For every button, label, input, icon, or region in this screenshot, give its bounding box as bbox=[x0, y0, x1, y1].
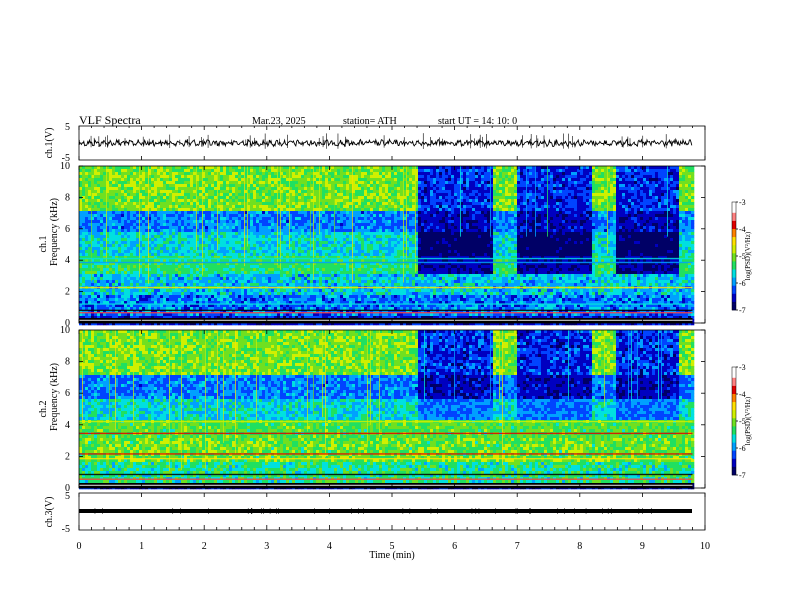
colorbar-tick-label: -3 bbox=[739, 363, 746, 372]
x-tick-label: 4 bbox=[327, 541, 332, 552]
freq-tick-label: 4 bbox=[65, 420, 70, 431]
freq-tick-label: 6 bbox=[65, 388, 70, 399]
x-tick-label: 10 bbox=[700, 541, 710, 552]
ch1-waveform-panel: 5 -5 ch.1(V) bbox=[44, 122, 705, 164]
colorbar-tick-label: -7 bbox=[739, 306, 746, 315]
ch1-spec-ylabel: ch.1 bbox=[38, 236, 49, 253]
x-tick-label: 7 bbox=[515, 541, 520, 552]
station-label: station= ATH bbox=[343, 116, 397, 127]
freq-tick-label: 2 bbox=[65, 287, 70, 298]
colorbar-tick-label: -3 bbox=[739, 198, 746, 207]
ch3-ylabel: ch.3(V) bbox=[44, 497, 55, 528]
date-label: Mar.23, 2025 bbox=[252, 116, 306, 127]
colorbar-label: log(PSD)(V²/Hz) bbox=[744, 396, 752, 445]
x-tick-label: 3 bbox=[264, 541, 269, 552]
x-tick-label: 0 bbox=[77, 541, 82, 552]
ch3-ytick-top: 5 bbox=[65, 491, 70, 502]
figure-title: VLF Spectra bbox=[79, 113, 141, 127]
vlf-spectra-figure: VLF Spectra Mar.23, 2025 station= ATH st… bbox=[0, 0, 792, 612]
x-axis-label: Time (min) bbox=[369, 550, 414, 561]
freq-tick-label: 4 bbox=[65, 255, 70, 266]
x-tick-label: 8 bbox=[577, 541, 582, 552]
freq-tick-label: 10 bbox=[60, 161, 70, 172]
freq-tick-label: 10 bbox=[60, 325, 70, 336]
colorbar-tick-label: -7 bbox=[739, 471, 746, 480]
colorbar-label: log(PSD)(V²/Hz) bbox=[744, 231, 752, 280]
ch1-ytick-top: 5 bbox=[65, 122, 70, 133]
start-time-label: start UT = 14: 10: 0 bbox=[438, 116, 517, 127]
x-tick-label: 9 bbox=[640, 541, 645, 552]
x-tick-label: 1 bbox=[139, 541, 144, 552]
ch2-spectrogram-heatmap bbox=[79, 330, 694, 489]
ch2-spec-ylabel: ch.2 bbox=[38, 401, 49, 418]
ch1-waveform-line bbox=[79, 139, 692, 146]
ch3-waveform-panel: 5 -5 ch.3(V) bbox=[44, 491, 705, 535]
ch1-spec-ylabel-freq: Frequency (kHz) bbox=[49, 198, 60, 266]
ch1-spectrogram-heatmap bbox=[79, 166, 694, 325]
ch3-ytick-bottom: -5 bbox=[62, 524, 70, 535]
x-tick-label: 6 bbox=[452, 541, 457, 552]
freq-tick-label: 8 bbox=[65, 357, 70, 368]
ch2-spec-ylabel-freq: Frequency (kHz) bbox=[49, 363, 60, 431]
freq-tick-label: 8 bbox=[65, 192, 70, 203]
ch1-ylabel: ch.1(V) bbox=[44, 128, 55, 159]
x-tick-label: 2 bbox=[202, 541, 207, 552]
freq-tick-label: 6 bbox=[65, 224, 70, 235]
freq-tick-label: 2 bbox=[65, 451, 70, 462]
